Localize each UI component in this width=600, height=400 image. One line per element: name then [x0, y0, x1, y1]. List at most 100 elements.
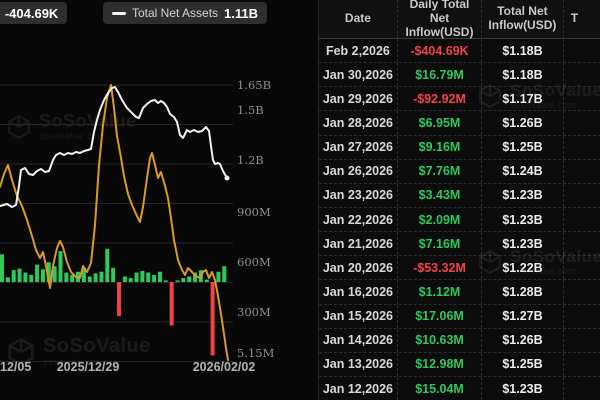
- inflow-bar-positive: [23, 272, 28, 282]
- cell-date: Jan 12,2026: [319, 376, 398, 400]
- cell-date: Jan 23,2026: [319, 183, 398, 207]
- inflow-bar-positive: [11, 270, 16, 282]
- cell-total-inflow: $1.24B: [482, 159, 564, 183]
- cell-total-inflow: $1.25B: [482, 135, 564, 159]
- cell-date: Jan 28,2026: [319, 111, 398, 135]
- y-axis-label: 1.2B: [237, 153, 264, 167]
- inflow-bar-positive: [163, 280, 168, 282]
- inflow-bar-positive: [111, 267, 116, 282]
- table-row: Jan 12,2026 $15.04M $1.23B: [319, 376, 600, 400]
- cell-date: Jan 27,2026: [319, 135, 398, 159]
- inflow-bar-positive: [35, 264, 40, 282]
- y-axis-label: 600M: [237, 255, 271, 269]
- watermark-brand: SoSoValue: [43, 335, 151, 357]
- inflow-bar-negative: [169, 282, 174, 326]
- inflow-bar-positive: [204, 279, 209, 282]
- watermark-domain: sosovalue.com: [39, 131, 106, 141]
- sosovalue-cube-icon: [6, 337, 36, 367]
- table-row: Jan 29,2026 -$92.92M $1.17B: [319, 87, 600, 112]
- inflow-bar-positive: [157, 271, 162, 282]
- cell-daily-inflow: -$404.69K: [398, 39, 483, 63]
- inflow-bar-positive: [87, 276, 92, 282]
- cell-daily-inflow: -$53.32M: [398, 256, 483, 280]
- inflow-bar-positive: [29, 274, 34, 282]
- legend-total-net-assets-chip[interactable]: Total Net Assets 1.11B: [103, 2, 268, 24]
- cell-total-inflow: $1.26B: [482, 328, 564, 352]
- cell-total-assets-clipped: [564, 111, 600, 134]
- inflow-bar-positive: [81, 267, 86, 282]
- col-total-assets-header-clipped: T: [570, 11, 579, 26]
- inflow-bar-positive: [40, 269, 45, 282]
- inflow-bar-positive: [146, 272, 151, 282]
- col-total-inflow-header: Total Net Inflow(USD): [482, 0, 564, 38]
- cell-date: Jan 29,2026: [319, 87, 398, 111]
- y-axis-label: 300M: [237, 305, 271, 319]
- cell-total-assets-clipped: [564, 39, 600, 62]
- table-row: Jan 22,2026 $2.09M $1.23B: [319, 207, 600, 233]
- table-row: Jan 20,2026 -$53.32M $1.22B: [319, 256, 600, 281]
- table-row: Jan 27,2026 $9.16M $1.25B: [319, 135, 600, 160]
- line-series-icon: [112, 11, 126, 15]
- inflow-bar-positive: [122, 276, 127, 282]
- table-row: Jan 21,2026 $7.16M $1.23B: [319, 232, 600, 257]
- legend-daily-inflow-chip[interactable]: Daily Total Net Inflow -404.69K: [0, 2, 68, 24]
- inflow-bar-positive: [128, 278, 133, 282]
- cell-total-assets-clipped: [564, 329, 600, 352]
- inflow-bar-positive: [140, 270, 145, 282]
- cell-date: Jan 22,2026: [319, 207, 398, 232]
- cell-total-assets-clipped: [564, 136, 600, 159]
- cell-total-inflow: $1.18B: [482, 63, 564, 87]
- cell-date: Jan 16,2026: [319, 280, 398, 304]
- table-row: Jan 15,2026 $17.06M $1.27B: [319, 304, 600, 329]
- inflow-bar-positive: [52, 266, 57, 282]
- x-axis-label: 2025/12/05: [0, 360, 32, 374]
- inflow-bar-positive: [0, 254, 4, 282]
- y-axis-label: 1.65B: [237, 78, 272, 92]
- table-row: Jan 28,2026 $6.95M $1.26B: [319, 111, 600, 136]
- flow-table-panel: Date Daily Total Net Inflow(USD) Total N…: [318, 0, 600, 400]
- total-net-assets-line: [0, 86, 228, 208]
- y-axis-label: 5.15M: [237, 346, 275, 360]
- flow-chart[interactable]: [0, 0, 318, 400]
- cell-date: Jan 21,2026: [319, 232, 398, 256]
- cell-total-inflow: $1.18B: [482, 39, 564, 63]
- cell-total-assets-clipped: [564, 208, 600, 231]
- inflow-bar-positive: [134, 272, 139, 282]
- cell-date: Jan 13,2026: [319, 352, 398, 376]
- y-axis-label: 900M: [237, 205, 271, 219]
- sosovalue-cube-icon: [6, 114, 32, 140]
- legend-total-net-assets-value: 1.11B: [224, 5, 259, 21]
- inflow-bar-positive: [175, 280, 180, 282]
- cell-total-inflow: $1.22B: [482, 256, 564, 280]
- cell-total-inflow: $1.28B: [482, 280, 564, 304]
- col-date-header: Date: [319, 0, 398, 38]
- inflow-bar-negative: [210, 282, 215, 356]
- inflow-bar-positive: [70, 274, 75, 282]
- cell-total-inflow: $1.23B: [482, 183, 564, 207]
- cell-total-assets-clipped: [564, 280, 600, 303]
- cell-total-inflow: $1.26B: [482, 111, 564, 135]
- cell-daily-inflow: $9.16M: [398, 135, 483, 159]
- inflow-bar-positive: [222, 266, 227, 282]
- watermark-brand: SoSoValue: [510, 247, 600, 266]
- sosovalue-cube-icon: [477, 249, 503, 275]
- cell-total-assets-clipped: [564, 305, 600, 328]
- cell-daily-inflow: $16.79M: [398, 63, 483, 87]
- table-row: Jan 26,2026 $7.76M $1.24B: [319, 159, 600, 184]
- cell-daily-inflow: $2.09M: [398, 207, 483, 232]
- inflow-bar-positive: [58, 251, 63, 282]
- cell-total-inflow: $1.23B: [482, 232, 564, 256]
- cell-date: Jan 26,2026: [319, 159, 398, 183]
- inflow-bar-positive: [99, 271, 104, 282]
- table-row: Jan 14,2026 $10.63M $1.26B: [319, 328, 600, 353]
- x-axis-label: 2026/02/02: [192, 360, 256, 374]
- cell-daily-inflow: $12.98M: [398, 352, 483, 376]
- table-row: Jan 13,2026 $12.98M $1.25B: [319, 352, 600, 377]
- table-row: Jan 16,2026 $1.12M $1.28B: [319, 280, 600, 305]
- table-row: Feb 2,2026 -$404.69K $1.18B: [319, 39, 600, 64]
- table-row: Jan 30,2026 $16.79M $1.18B: [319, 63, 600, 88]
- legend-total-net-assets-label: Total Net Assets: [132, 6, 219, 20]
- cell-date: Jan 15,2026: [319, 304, 398, 328]
- table-header-row: Date Daily Total Net Inflow(USD) Total N…: [319, 0, 600, 39]
